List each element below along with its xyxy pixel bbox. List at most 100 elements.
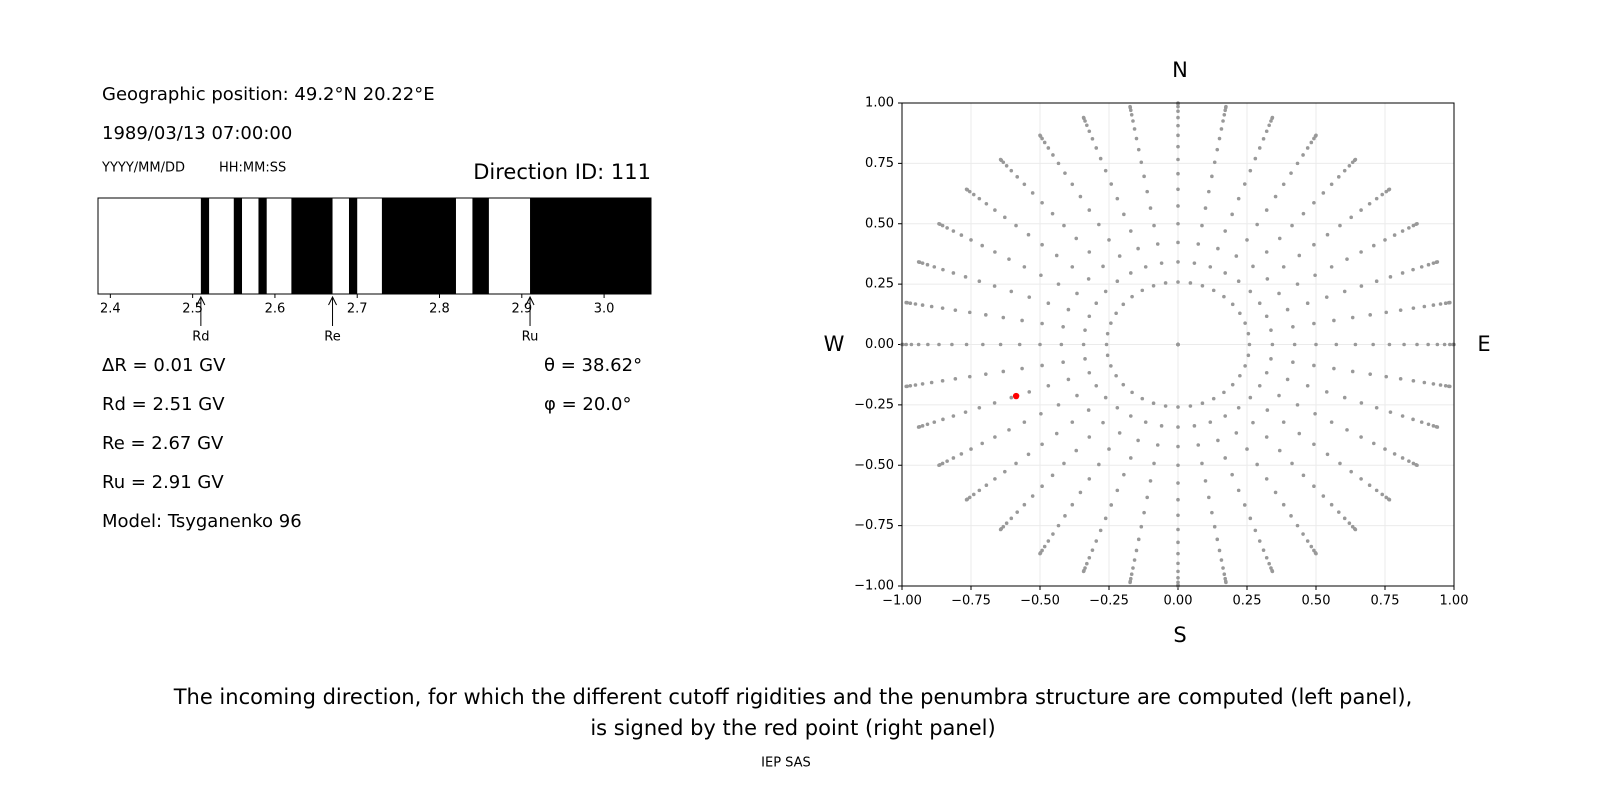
direction-point (1042, 140, 1047, 145)
direction-point (1388, 275, 1393, 279)
direction-point (1176, 187, 1180, 192)
direction-point (969, 447, 973, 451)
direction-point (1305, 383, 1310, 388)
direction-point (1431, 424, 1436, 428)
x-tick-label: −1.00 (882, 594, 922, 609)
direction-point (1115, 196, 1120, 201)
direction-point (1176, 171, 1180, 176)
direction-point (1015, 175, 1020, 179)
direction-point (1163, 281, 1168, 285)
direction-point (1062, 223, 1066, 228)
direction-point (1371, 342, 1375, 347)
direction-point (940, 306, 945, 310)
direction-point (1435, 260, 1440, 264)
direction-point (1087, 208, 1092, 212)
direction-point (1242, 503, 1247, 507)
direction-point (1155, 242, 1160, 246)
cutoff-name: Ru (522, 330, 539, 345)
direction-point (993, 208, 997, 212)
forbidden-band (472, 198, 489, 294)
direction-point (1087, 555, 1092, 560)
direction-point (1329, 265, 1334, 269)
direction-point (937, 221, 941, 226)
direction-point (1384, 310, 1389, 315)
direction-point (932, 265, 937, 269)
direction-point (1007, 257, 1011, 261)
direction-point (1196, 242, 1201, 246)
direction-point (1223, 229, 1227, 233)
direction-point (1087, 314, 1092, 319)
direction-point (1026, 232, 1031, 237)
direction-point (1411, 461, 1416, 466)
direction-point (1264, 435, 1269, 439)
direction-point (1292, 342, 1297, 347)
direction-point (1264, 370, 1269, 375)
direction-point (1216, 246, 1220, 251)
direction-point (1176, 342, 1180, 347)
direction-point (1078, 490, 1083, 495)
direction-point (1281, 502, 1286, 507)
forbidden-band (530, 198, 651, 294)
direction-point (1248, 395, 1253, 400)
direction-point (998, 527, 1003, 532)
direction-point (1132, 558, 1137, 562)
direction-point (1215, 147, 1220, 152)
direction-point (1040, 321, 1044, 326)
direction-point (1411, 379, 1416, 383)
direction-point (1188, 404, 1193, 408)
direction-point (1129, 414, 1133, 418)
direction-point (1151, 283, 1156, 288)
direction-point (1176, 497, 1180, 502)
direction-point (1176, 561, 1180, 566)
direction-point (1129, 112, 1134, 117)
direction-point (977, 405, 982, 410)
direction-point (1236, 279, 1241, 284)
direction-point (932, 420, 937, 424)
direction-point (1324, 295, 1329, 299)
direction-point (1152, 223, 1156, 228)
direction-point (1223, 271, 1227, 275)
direction-point (1176, 551, 1180, 556)
direction-point (980, 243, 985, 248)
direction-point (1176, 481, 1180, 485)
direction-point (984, 372, 988, 376)
direction-point (1325, 452, 1330, 457)
direction-point (992, 284, 997, 288)
direction-point (1129, 108, 1133, 113)
direction-point (1353, 527, 1358, 532)
direction-point (916, 260, 921, 264)
direction-point (977, 488, 982, 493)
direction-point (1387, 342, 1392, 347)
direction-point (1017, 342, 1022, 347)
direction-point (1094, 383, 1099, 388)
north: N (1172, 58, 1188, 82)
direction-point (1297, 431, 1302, 436)
direction-point (1402, 342, 1406, 347)
direction-point (1176, 109, 1180, 114)
direction-point (1212, 524, 1217, 529)
direction-point (929, 304, 934, 309)
direction-point (1094, 301, 1099, 306)
direction-point (1411, 267, 1415, 272)
direction-point (1109, 364, 1113, 368)
direction-point (1038, 342, 1042, 347)
direction-point (1222, 390, 1226, 395)
direction-point (1236, 196, 1241, 201)
direction-point (1295, 161, 1300, 166)
direction-point (1207, 495, 1211, 500)
direction-point (1236, 488, 1241, 493)
direction-point (1324, 390, 1329, 394)
y-tick-label: 0.25 (865, 277, 894, 292)
direction-point (1265, 277, 1270, 281)
direction-point (1297, 253, 1302, 258)
date-format: YYYY/MM/DD (101, 161, 185, 176)
direction-point (1332, 366, 1336, 371)
direction-point (971, 192, 976, 197)
direction-point (940, 461, 945, 466)
forbidden-band (381, 198, 456, 294)
direction-point (1117, 431, 1122, 435)
direction-point (1265, 408, 1270, 412)
direction-point (1074, 448, 1079, 453)
direction-point (1438, 383, 1443, 387)
direction-point (1223, 456, 1227, 460)
